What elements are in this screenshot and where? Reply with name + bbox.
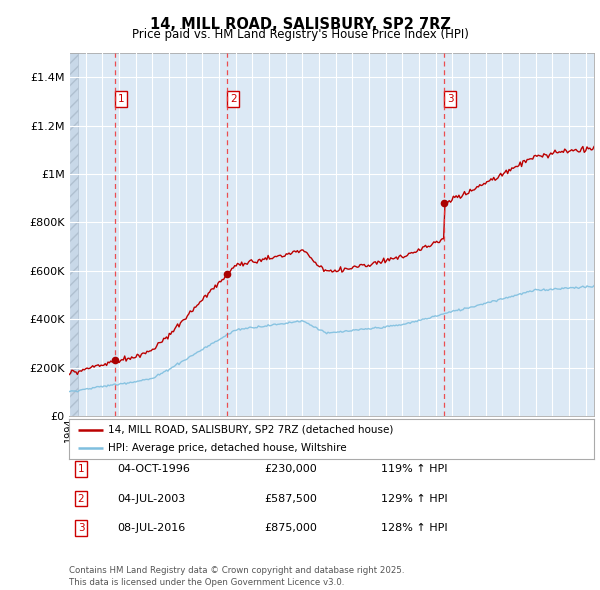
Text: £587,500: £587,500	[264, 494, 317, 503]
Text: 3: 3	[77, 523, 85, 533]
Text: 1: 1	[118, 94, 124, 104]
Text: £230,000: £230,000	[264, 464, 317, 474]
Text: £875,000: £875,000	[264, 523, 317, 533]
Text: 2: 2	[230, 94, 236, 104]
Text: 08-JUL-2016: 08-JUL-2016	[117, 523, 185, 533]
Text: 04-OCT-1996: 04-OCT-1996	[117, 464, 190, 474]
Text: HPI: Average price, detached house, Wiltshire: HPI: Average price, detached house, Wilt…	[109, 443, 347, 453]
Text: 2: 2	[77, 494, 85, 503]
Bar	[69, 53, 78, 416]
Text: 128% ↑ HPI: 128% ↑ HPI	[381, 523, 448, 533]
Text: 14, MILL ROAD, SALISBURY, SP2 7RZ: 14, MILL ROAD, SALISBURY, SP2 7RZ	[149, 17, 451, 31]
Text: 04-JUL-2003: 04-JUL-2003	[117, 494, 185, 503]
Text: 129% ↑ HPI: 129% ↑ HPI	[381, 494, 448, 503]
Text: 3: 3	[447, 94, 454, 104]
Text: 119% ↑ HPI: 119% ↑ HPI	[381, 464, 448, 474]
Text: Price paid vs. HM Land Registry's House Price Index (HPI): Price paid vs. HM Land Registry's House …	[131, 28, 469, 41]
Text: 1: 1	[77, 464, 85, 474]
Text: Contains HM Land Registry data © Crown copyright and database right 2025.
This d: Contains HM Land Registry data © Crown c…	[69, 566, 404, 587]
Text: 14, MILL ROAD, SALISBURY, SP2 7RZ (detached house): 14, MILL ROAD, SALISBURY, SP2 7RZ (detac…	[109, 425, 394, 435]
